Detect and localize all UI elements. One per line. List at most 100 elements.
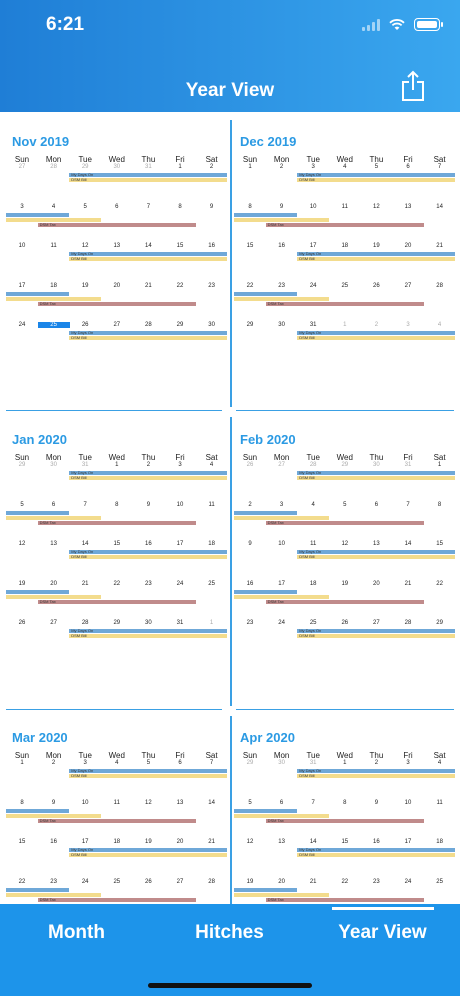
day-cell[interactable]: 5 [374, 164, 379, 170]
tab-year-view[interactable]: Year View [338, 922, 427, 943]
day-cell[interactable]: 16 [50, 839, 57, 845]
bill-bar[interactable] [6, 893, 101, 897]
day-cell[interactable]: 31 [309, 760, 317, 766]
day-cell[interactable]: 21 [81, 581, 89, 587]
day-cell[interactable]: 23 [373, 879, 380, 885]
day-cell[interactable]: 3 [279, 502, 284, 508]
day-cell[interactable]: 28 [309, 462, 317, 468]
day-cell[interactable]: 20 [404, 243, 412, 249]
day-cell[interactable]: 17 [176, 541, 184, 547]
day-cell[interactable]: 27 [113, 322, 121, 328]
day-cell[interactable]: 10 [176, 502, 184, 508]
day-cell[interactable]: 18 [341, 243, 349, 249]
day-cell[interactable]: 21 [436, 243, 443, 249]
day-cell[interactable]: 24 [278, 620, 285, 626]
day-cell[interactable]: 26 [145, 879, 152, 885]
day-cell[interactable]: 1 [178, 164, 182, 170]
day-cell[interactable]: 17 [81, 839, 89, 845]
day-cell[interactable]: 5 [146, 760, 151, 766]
day-cell[interactable]: 5 [83, 204, 87, 210]
day-cell[interactable]: 19 [145, 839, 152, 845]
bill-bar[interactable] [69, 476, 228, 480]
day-cell[interactable]: 2 [374, 760, 379, 766]
day-cell[interactable]: 26 [246, 462, 254, 468]
day-cell[interactable]: 17 [309, 243, 317, 249]
day-cell[interactable]: 12 [341, 541, 349, 547]
days-on-bar[interactable] [6, 888, 70, 892]
day-cell[interactable]: 6 [406, 164, 410, 170]
day-cell[interactable]: 21 [208, 839, 215, 845]
day-cell[interactable]: 23 [50, 879, 57, 885]
days-on-bar[interactable] [297, 331, 456, 335]
days-on-bar[interactable] [297, 173, 456, 177]
days-on-bar[interactable] [234, 809, 298, 813]
day-cell[interactable]: 31 [404, 462, 412, 468]
day-cell[interactable]: 19 [18, 581, 26, 587]
bill-bar[interactable] [297, 774, 456, 778]
day-cell[interactable]: 10 [81, 800, 89, 806]
days-on-bar[interactable] [69, 331, 228, 335]
bill-bar[interactable] [69, 774, 228, 778]
bill-bar[interactable] [6, 297, 101, 301]
day-cell[interactable]: 30 [278, 760, 285, 766]
day-cell[interactable]: 25 [309, 620, 317, 626]
day-cell[interactable]: 28 [50, 164, 57, 170]
day-cell[interactable]: 7 [311, 800, 315, 806]
days-on-bar[interactable] [6, 809, 70, 813]
day-cell[interactable]: 1 [20, 760, 24, 766]
day-cell[interactable]: 4 [209, 462, 214, 468]
bill-bar[interactable] [6, 595, 101, 599]
day-cell[interactable]: 24 [309, 283, 317, 289]
bill-bar[interactable] [297, 555, 456, 559]
day-cell[interactable]: 7 [406, 502, 410, 508]
day-cell[interactable]: 4 [437, 760, 442, 766]
day-cell[interactable]: 8 [20, 800, 24, 806]
days-on-bar[interactable] [69, 252, 228, 256]
day-cell[interactable]: 1 [115, 462, 119, 468]
day-cell[interactable]: 4 [311, 502, 315, 508]
day-cell[interactable]: 6 [115, 204, 119, 210]
day-cell[interactable]: 8 [248, 204, 252, 210]
day-cell[interactable]: 7 [83, 502, 87, 508]
day-cell[interactable]: 2 [209, 164, 214, 170]
day-cell[interactable]: 15 [246, 243, 254, 249]
day-cell[interactable]: 8 [178, 204, 182, 210]
day-cell[interactable]: 12 [81, 243, 89, 249]
day-cell[interactable]: 29 [341, 462, 349, 468]
days-on-bar[interactable] [234, 511, 298, 515]
day-cell[interactable]: 16 [145, 541, 152, 547]
day-cell[interactable]: 24 [81, 879, 89, 885]
day-cell[interactable]: 9 [279, 204, 284, 210]
bill-bar[interactable] [6, 814, 101, 818]
day-cell[interactable]: 24 [404, 879, 412, 885]
tab-month[interactable]: Month [48, 922, 105, 943]
tax-bar[interactable] [265, 898, 424, 902]
day-cell[interactable]: 11 [341, 204, 348, 210]
days-on-bar[interactable] [297, 550, 456, 554]
bill-bar[interactable] [234, 297, 329, 301]
tax-bar[interactable] [37, 898, 196, 902]
day-cell[interactable]: 18 [208, 541, 215, 547]
day-cell[interactable]: 28 [81, 620, 89, 626]
days-on-bar[interactable] [6, 511, 70, 515]
day-cell[interactable]: 1 [437, 462, 442, 468]
day-cell[interactable]: 10 [309, 204, 317, 210]
tax-bar[interactable] [37, 600, 196, 604]
day-cell[interactable]: 29 [176, 322, 184, 328]
day-cell[interactable]: 14 [208, 800, 215, 806]
day-cell[interactable]: 24 [18, 322, 26, 328]
day-cell[interactable]: 23 [145, 581, 152, 587]
day-cell[interactable]: 18 [436, 839, 443, 845]
day-cell[interactable]: 31 [176, 620, 184, 626]
day-cell[interactable]: 11 [208, 502, 215, 508]
bill-bar[interactable] [234, 595, 329, 599]
days-on-bar[interactable] [297, 769, 456, 773]
day-cell[interactable]: 2 [374, 322, 379, 328]
day-cell[interactable]: 26 [341, 620, 349, 626]
day-cell[interactable]: 2 [146, 462, 151, 468]
day-cell[interactable]: 16 [246, 581, 254, 587]
day-cell[interactable]: 6 [374, 502, 379, 508]
day-cell[interactable]: 14 [404, 541, 412, 547]
day-cell[interactable]: 22 [341, 879, 349, 885]
day-cell[interactable]: 3 [178, 462, 182, 468]
